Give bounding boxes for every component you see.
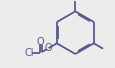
Text: Cl: Cl xyxy=(24,48,33,58)
Text: O: O xyxy=(36,37,44,47)
Text: O: O xyxy=(44,43,52,53)
